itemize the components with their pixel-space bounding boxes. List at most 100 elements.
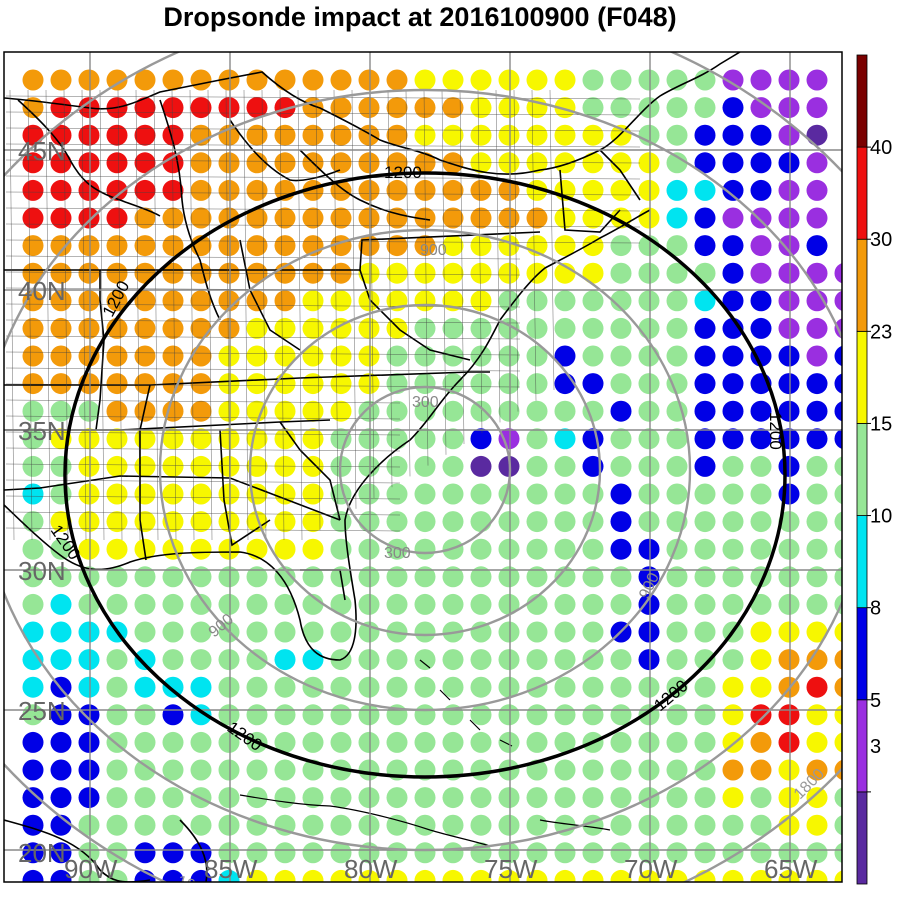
impact-dot — [806, 731, 828, 753]
impact-dot — [778, 290, 800, 312]
impact-dot — [302, 290, 324, 312]
impact-dot — [274, 455, 296, 477]
impact-dot — [162, 731, 184, 753]
impact-dot — [50, 593, 72, 615]
impact-dot — [526, 428, 548, 450]
impact-dot — [666, 179, 688, 201]
impact-dot — [470, 290, 492, 312]
impact-dot — [610, 759, 632, 781]
impact-dot — [834, 704, 842, 725]
impact-dot — [526, 787, 548, 809]
impact-dot — [554, 731, 576, 753]
impact-dot — [218, 869, 240, 882]
impact-dot — [442, 566, 464, 588]
impact-dot — [134, 842, 156, 864]
impact-dot — [498, 152, 520, 174]
impact-dot — [526, 814, 548, 836]
colorbar — [856, 54, 871, 885]
impact-dot — [414, 290, 436, 312]
impact-dot — [610, 179, 632, 201]
impact-dot — [246, 676, 268, 698]
impact-dot — [834, 815, 842, 836]
impact-dot — [470, 787, 492, 809]
impact-dot — [498, 207, 520, 229]
impact-dot — [778, 842, 800, 864]
impact-dot — [526, 124, 548, 146]
ring-label-1800b: 1800 — [175, 873, 214, 900]
impact-dot — [526, 317, 548, 339]
impact-dot — [218, 345, 240, 367]
impact-dot — [778, 649, 800, 671]
impact-dot — [50, 207, 72, 229]
impact-dot — [610, 676, 632, 698]
impact-dot — [302, 842, 324, 864]
impact-dot — [554, 593, 576, 615]
impact-dot — [526, 290, 548, 312]
impact-dot — [302, 483, 324, 505]
impact-dot — [834, 787, 842, 808]
impact-dot — [694, 731, 716, 753]
impact-dot — [190, 124, 212, 146]
impact-dot — [414, 235, 436, 257]
impact-dot — [78, 428, 100, 450]
impact-dot — [330, 428, 352, 450]
impact-dot — [106, 511, 128, 533]
impact-dot — [722, 179, 744, 201]
impact-dot — [190, 814, 212, 836]
impact-dot — [134, 373, 156, 395]
impact-dot — [666, 759, 688, 781]
impact-dot — [274, 538, 296, 560]
range-ring-900 — [158, 228, 692, 712]
impact-dot — [722, 787, 744, 809]
impact-dot — [806, 649, 828, 671]
impact-dot — [470, 649, 492, 671]
impact-dot — [470, 69, 492, 91]
colorbar-label: 10 — [870, 506, 892, 528]
impact-dot — [694, 704, 716, 726]
impact-dot — [526, 869, 548, 882]
impact-dot — [722, 97, 744, 119]
impact-dot — [190, 345, 212, 367]
impact-dot — [498, 97, 520, 119]
impact-dot — [78, 69, 100, 91]
impact-dot — [22, 345, 44, 367]
impact-dot — [414, 731, 436, 753]
impact-dot — [722, 759, 744, 781]
impact-dot — [386, 124, 408, 146]
impact-dot — [358, 483, 380, 505]
impact-dot — [666, 235, 688, 257]
impact-dot — [386, 97, 408, 119]
impact-dot — [554, 373, 576, 395]
lat-label-45n: 45N — [18, 136, 66, 166]
impact-dot — [106, 290, 128, 312]
colorbar-segment — [856, 330, 868, 424]
impact-dot — [694, 97, 716, 119]
impact-dot — [610, 483, 632, 505]
impact-dot — [218, 511, 240, 533]
impact-dot — [778, 373, 800, 395]
impact-dot — [694, 235, 716, 257]
impact-dot — [722, 345, 744, 367]
impact-dot — [554, 759, 576, 781]
impact-dot — [582, 179, 604, 201]
impact-dot — [638, 538, 660, 560]
impact-dot — [50, 566, 72, 588]
impact-dot — [554, 207, 576, 229]
impact-dot — [470, 235, 492, 257]
impact-dot — [386, 869, 408, 882]
impact-dot — [806, 593, 828, 615]
impact-dot — [582, 566, 604, 588]
impact-dot — [666, 152, 688, 174]
impact-dot — [134, 345, 156, 367]
impact-dot — [414, 842, 436, 864]
impact-dot — [610, 649, 632, 671]
impact-dot — [638, 869, 660, 882]
impact-dot — [750, 649, 772, 671]
impact-dot — [162, 593, 184, 615]
impact-dot — [610, 731, 632, 753]
impact-dot — [554, 621, 576, 643]
impact-dot — [498, 842, 520, 864]
impact-dot — [806, 179, 828, 201]
impact-dot — [778, 235, 800, 257]
impact-dot — [666, 593, 688, 615]
